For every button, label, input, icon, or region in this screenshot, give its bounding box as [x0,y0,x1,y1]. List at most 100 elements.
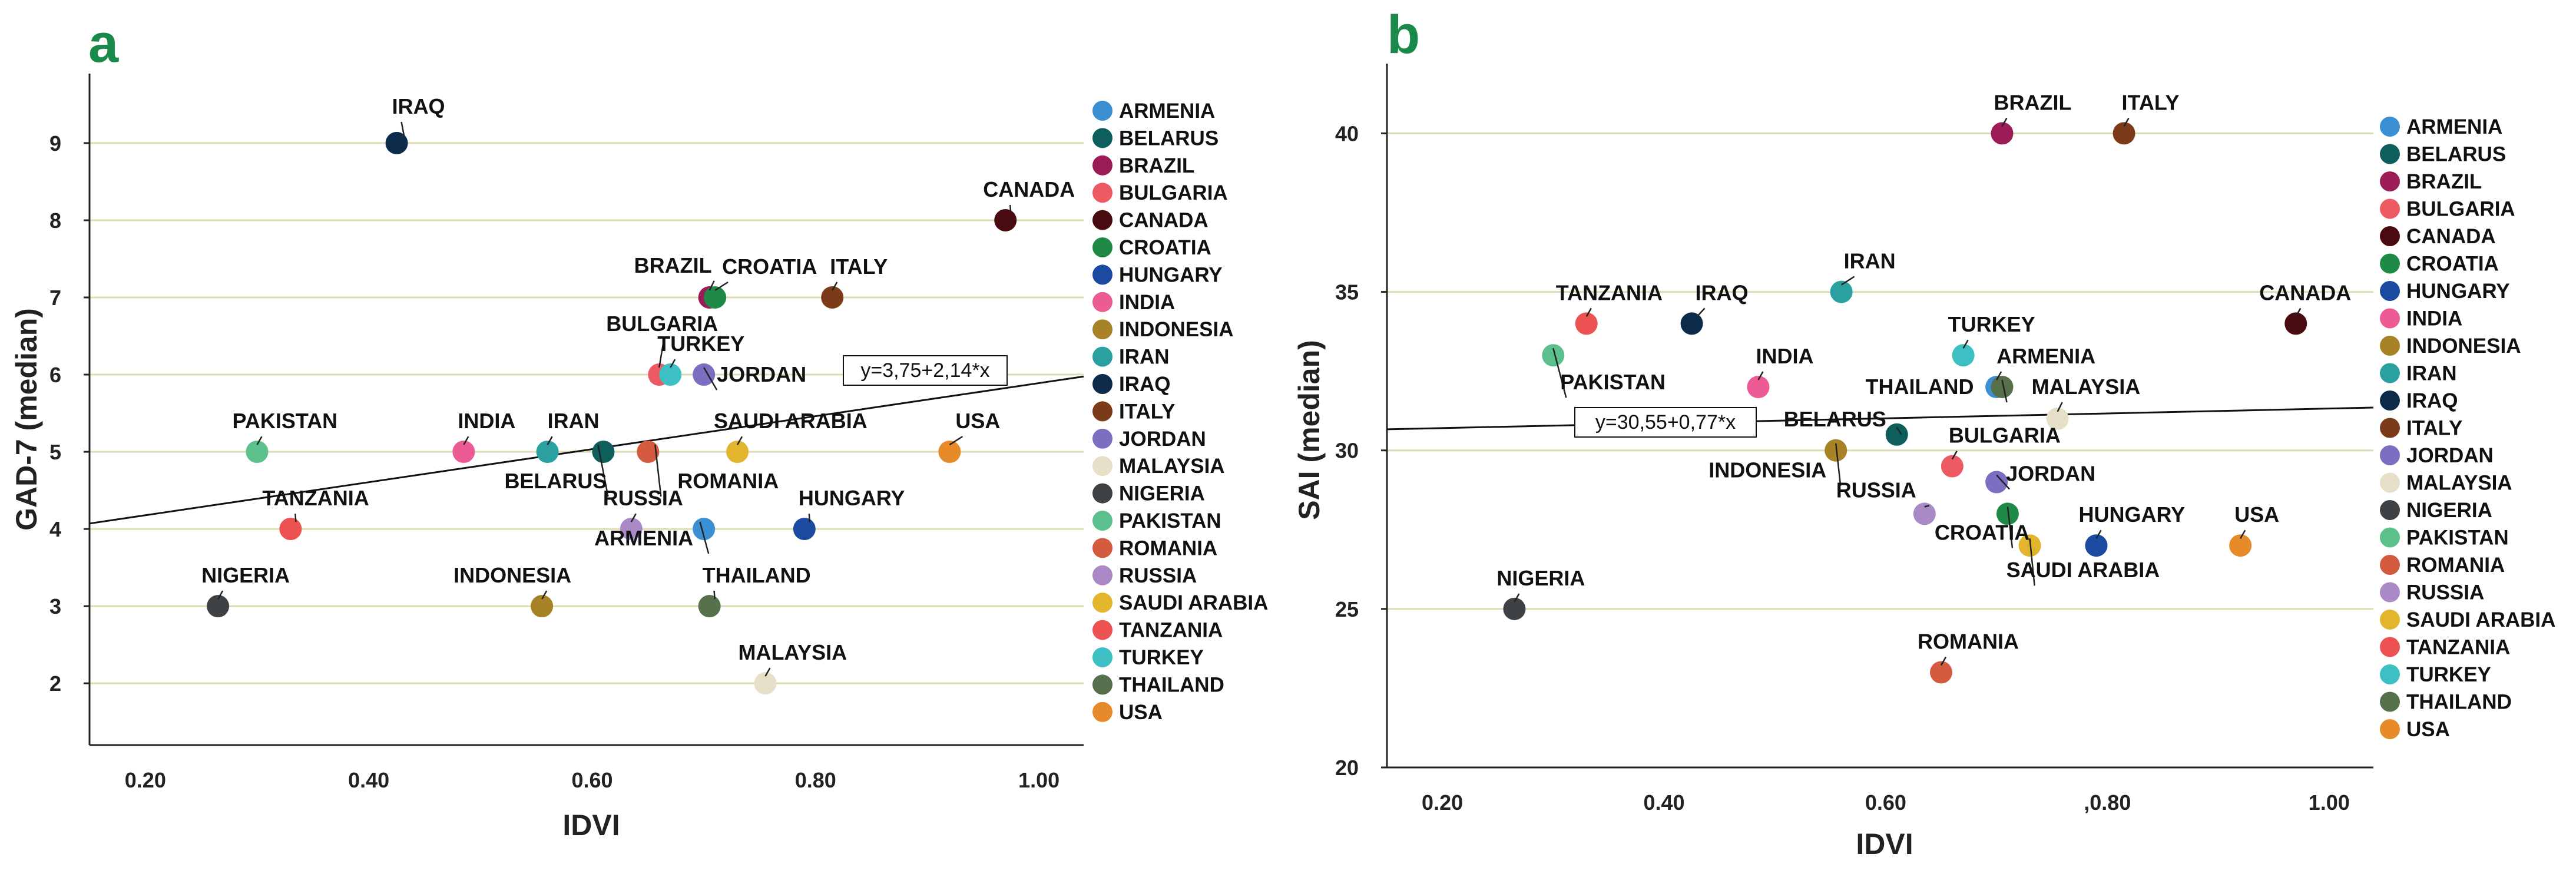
panel-b-y-tick-label: 25 [1335,597,1359,621]
panel-b-legend-item-jordan: JORDAN [2406,444,2494,467]
panel-b-regression-equation: y=30,55+0,77*x [1595,411,1736,433]
panel-b-x-tick-label: ,0.80 [2084,790,2131,815]
panel-a-point-label-india: INDIA [458,409,515,433]
panel-a-leader-line-canada [1009,204,1012,214]
panel-b-legend-swatch-india [2380,308,2400,329]
panel-a-legend-swatch-bulgaria [1092,183,1112,203]
panel-b-leader-line-romania [1940,656,1947,666]
panel-a-point-label-malaysia: MALAYSIA [738,640,847,664]
panel-b-x-tick-label: 0.60 [1865,790,1906,815]
panel-b-legend-item-russia: RUSSIA [2406,581,2484,604]
panel-a-legend-item-hungary: HUNGARY [1119,263,1223,286]
panel-b-legend-swatch-malaysia [2380,472,2400,493]
panel-b-leader-line-indonesia [1835,443,1842,486]
panel-b-point-label-indonesia: INDONESIA [1708,458,1826,482]
panel-a-legend-item-turkey: TURKEY [1119,646,1204,669]
panel-a-point-indonesia [531,595,554,618]
panel-b-legend-item-italy: ITALY [2406,417,2462,440]
panel-a-point-label-armenia: ARMENIA [594,526,693,550]
panel-b-legend-swatch-iraq [2380,390,2400,411]
panel-b-legend-swatch-armenia [2380,117,2400,137]
panel-a-y-tick-label: 2 [49,671,61,696]
panel-b-leader-line-usa [2240,529,2246,539]
panel-a-point-label-bulgaria: BULGARIA [606,312,718,336]
panel-a-leader-line-bulgaria [658,339,665,368]
panel-b-point-label-brazil: BRAZIL [1994,90,2072,114]
panel-a-point-iran [536,441,559,464]
panel-b-legend-swatch-usa [2380,719,2400,739]
panel-a-legend-item-canada: CANADA [1119,209,1208,232]
panel-a-legend-item-brazil: BRAZIL [1119,154,1194,177]
panel-a-legend-item-armenia: ARMENIA [1119,100,1215,123]
panel-b-legend-item-turkey: TURKEY [2406,663,2491,686]
panel-a-point-label-iraq: IRAQ [392,94,445,118]
panel-a-x-tick-label: 0.80 [795,768,836,792]
panel-a-leader-line-tanzania [294,514,297,522]
panel-a-point-label-indonesia: INDONESIA [453,563,571,587]
panel-a-point-label-turkey: TURKEY [657,332,744,356]
panel-b-point-iran [1830,280,1853,303]
panel-b-leader-line-saudi-arabia [2029,538,2035,586]
panel-a-legend-item-iran: IRAN [1119,346,1170,369]
panel-a-leader-line-hungary [808,514,811,522]
panel-b-y-tick-label: 35 [1335,280,1359,305]
panel-a-point-romania [637,441,660,464]
panel-a-point-pakistan [246,441,269,464]
panel-b-leader-line-armenia [1996,371,2002,380]
panel-b-legend-item-belarus: BELARUS [2406,143,2506,166]
panel-b-point-label-tanzania: TANZANIA [1556,280,1663,305]
panel-b-point-brazil [1991,122,2014,145]
panel-b-x-tick-label: 0.20 [1422,790,1463,815]
panel-a-leader-line-brazil [708,280,715,291]
panel-a-y-tick-label: 6 [49,363,61,387]
panel-b-legend-swatch-pakistan [2380,527,2400,548]
panel-b-regression-line [1386,406,2374,431]
panel-a-legend-swatch-thailand [1092,674,1112,695]
panel-a-legend-swatch-usa [1092,701,1112,722]
panel-b-legend-swatch-nigeria [2380,500,2400,520]
panel-b-legend-item-bulgaria: BULGARIA [2406,198,2515,221]
panel-b-point-label-saudi-arabia: SAUDI ARABIA [2007,558,2160,582]
panel-a-leader-line-saudi-arabia [736,436,743,445]
panel-b-y-tick-label: 20 [1335,756,1359,780]
panel-a-legend-swatch-belarus [1092,128,1112,148]
panel-b-legend-item-india: INDIA [2406,307,2462,330]
panel-a-point-label-croatia: CROATIA [722,254,817,279]
panel-a-point-india [452,441,475,464]
panel-b-legend-swatch-canada [2380,226,2400,246]
panel-b-legend-item-hungary: HUNGARY [2406,280,2510,303]
panel-b-legend-swatch-russia [2380,582,2400,603]
panel-b-legend-item-saudi-arabia: SAUDI ARABIA [2406,608,2555,631]
panel-a-point-canada [994,209,1017,231]
panel-a-legend-swatch-croatia [1092,237,1112,257]
panel-a-point-turkey [659,363,682,386]
panel-b-letter: b [1387,5,1420,65]
panel-b-legend-item-nigeria: NIGERIA [2406,499,2492,522]
panel-b-leader-line-thailand [2001,379,2008,403]
panel-a-legend-swatch-tanzania [1092,620,1112,640]
panel-a-legend-item-tanzania: TANZANIA [1119,619,1223,642]
panel-b-point-label-iraq: IRAQ [1696,280,1749,305]
panel-a-y-tick-label: 8 [49,209,61,233]
panel-a-legend-item-usa: USA [1119,701,1163,724]
panel-b-point-canada [2284,312,2307,335]
panel-b-legend-swatch-hungary [2380,281,2400,301]
panel-a-legend-swatch-malaysia [1092,456,1112,476]
panel-b-legend-item-brazil: BRAZIL [2406,170,2482,193]
panel-b-y-tick-label: 40 [1335,121,1359,145]
panel-a-point-label-hungary: HUNGARY [799,486,905,510]
panel-a-y-tick-label: 4 [49,517,61,541]
panel-a-point-hungary [793,518,816,541]
panel-a-point-armenia [693,518,716,541]
panel-a-leader-line-turkey [670,359,676,368]
panel-b-leader-line-canada [2295,307,2302,317]
panel-a-legend-item-belarus: BELARUS [1119,127,1219,150]
panel-b-point-russia [1913,502,1936,525]
panel-b-point-label-nigeria: NIGERIA [1496,566,1585,590]
panel-a-leader-line-romania [654,444,662,497]
panel-a-regression-line [89,375,1084,525]
panel-b-legend-item-thailand: THAILAND [2406,691,2512,714]
panel-b-point-label-malaysia: MALAYSIA [2032,375,2141,399]
panel-b-legend-swatch-belarus [2380,144,2400,164]
panel-a-legend-swatch-jordan [1092,428,1112,449]
